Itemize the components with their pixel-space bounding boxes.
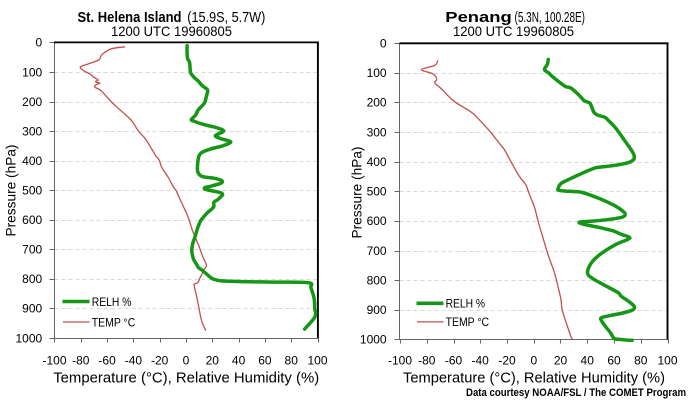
svg-text:Penang: Penang: [445, 9, 512, 26]
svg-text:400: 400: [367, 155, 387, 169]
svg-text:20: 20: [206, 353, 220, 367]
svg-text:0: 0: [36, 36, 43, 50]
svg-text:40: 40: [581, 353, 595, 367]
svg-text:40: 40: [232, 353, 246, 367]
svg-text:(15.9S, 5.7W): (15.9S, 5.7W): [187, 9, 265, 26]
svg-text:-40: -40: [125, 353, 143, 367]
svg-text:800: 800: [22, 272, 42, 286]
svg-text:St. Helena Island: St. Helena Island: [78, 9, 182, 26]
svg-text:TEMP °C: TEMP °C: [446, 315, 490, 329]
svg-text:500: 500: [367, 185, 387, 199]
svg-text:1200 UTC 19960805: 1200 UTC 19960805: [111, 23, 232, 39]
svg-text:Data courtesy NOAA/FSL / The C: Data courtesy NOAA/FSL / The COMET Progr…: [466, 387, 686, 399]
svg-text:600: 600: [367, 214, 387, 228]
svg-text:Pressure (hPa): Pressure (hPa): [349, 147, 365, 239]
svg-text:1200 UTC 19960805: 1200 UTC 19960805: [453, 23, 574, 39]
svg-text:300: 300: [22, 124, 42, 138]
svg-text:(5.3N, 100.28E): (5.3N, 100.28E): [515, 9, 586, 26]
svg-text:RELH %: RELH %: [92, 295, 132, 309]
svg-text:600: 600: [22, 213, 42, 227]
svg-text:Pressure (hPa): Pressure (hPa): [3, 145, 19, 237]
svg-text:900: 900: [22, 302, 42, 316]
svg-text:-100: -100: [42, 353, 66, 367]
svg-text:Temperature (°C), Relative Hum: Temperature (°C), Relative Humidity (%): [53, 369, 319, 386]
svg-text:60: 60: [258, 353, 272, 367]
svg-text:800: 800: [367, 274, 387, 288]
svg-text:0: 0: [380, 37, 387, 51]
svg-text:1000: 1000: [360, 333, 387, 347]
svg-text:RELH %: RELH %: [446, 297, 486, 311]
svg-text:500: 500: [22, 184, 42, 198]
svg-text:0: 0: [530, 353, 537, 367]
svg-text:Temperature (°C), Relative Hum: Temperature (°C), Relative Humidity (%): [403, 369, 665, 386]
svg-text:80: 80: [285, 353, 299, 367]
svg-text:60: 60: [607, 353, 621, 367]
svg-text:-80: -80: [72, 353, 90, 367]
svg-text:100: 100: [22, 65, 42, 79]
svg-text:-60: -60: [98, 353, 116, 367]
svg-text:1000: 1000: [15, 331, 42, 345]
svg-text:-40: -40: [472, 353, 490, 367]
svg-text:400: 400: [22, 154, 42, 168]
svg-text:300: 300: [367, 125, 387, 139]
svg-text:-20: -20: [498, 353, 516, 367]
svg-text:TEMP °C: TEMP °C: [92, 315, 136, 329]
svg-text:-20: -20: [151, 353, 169, 367]
svg-text:200: 200: [22, 95, 42, 109]
svg-text:900: 900: [367, 303, 387, 317]
svg-text:100: 100: [367, 66, 387, 80]
svg-text:-60: -60: [445, 353, 463, 367]
svg-text:-100: -100: [388, 353, 412, 367]
svg-text:-80: -80: [418, 353, 436, 367]
svg-text:700: 700: [22, 243, 42, 257]
svg-text:100: 100: [657, 353, 677, 367]
svg-text:200: 200: [367, 96, 387, 110]
svg-text:80: 80: [634, 353, 648, 367]
svg-text:100: 100: [307, 353, 327, 367]
svg-text:20: 20: [554, 353, 568, 367]
svg-text:0: 0: [183, 353, 190, 367]
svg-text:700: 700: [367, 244, 387, 258]
